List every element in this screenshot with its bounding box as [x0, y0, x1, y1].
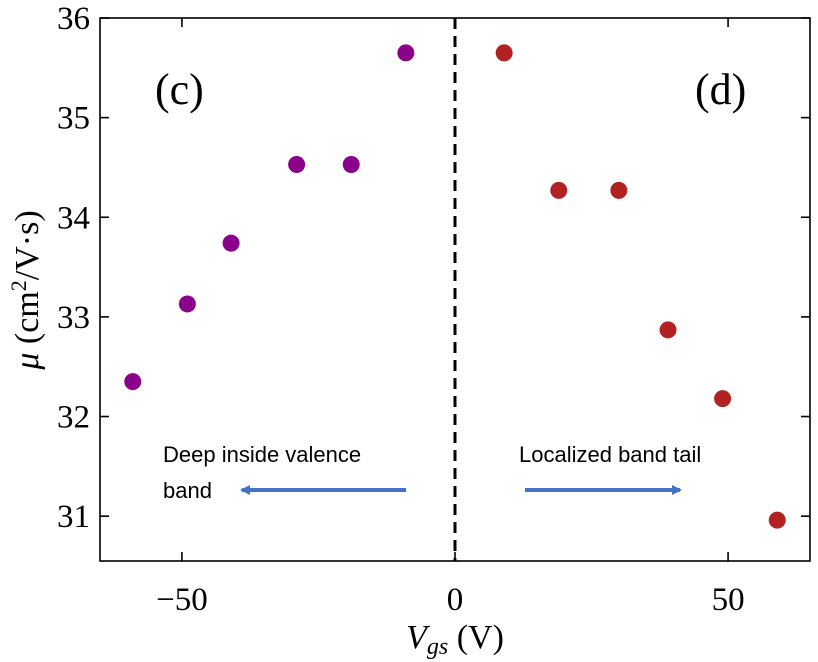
panel-label-c: (c) [155, 65, 204, 114]
y-tick-label: 32 [57, 400, 90, 436]
annotation-right-line1: Localized band tail [519, 442, 701, 467]
data-point-d [659, 321, 677, 339]
data-point-d [768, 511, 786, 529]
y-tick-label: 33 [57, 300, 90, 336]
y-tick-label: 34 [57, 200, 90, 236]
panel-label-d: (d) [695, 65, 746, 114]
data-point-d [550, 181, 568, 199]
x-tick-label: 0 [447, 582, 464, 618]
annotation-left-line2: band [163, 478, 212, 503]
data-points [124, 44, 786, 529]
tick-labels: −50 0 50 31 32 33 34 35 36 [57, 1, 745, 618]
data-point-d [610, 181, 628, 199]
data-point-c [178, 295, 196, 313]
y-tick-label: 35 [57, 101, 90, 137]
data-point-c [124, 373, 142, 391]
y-tick-label: 31 [57, 499, 90, 535]
x-tick-label: −50 [156, 582, 208, 618]
data-point-d [495, 44, 513, 62]
data-point-c [288, 155, 306, 173]
data-point-c [222, 234, 240, 252]
x-axis-label: Vgs (V) [406, 619, 504, 660]
data-point-c [397, 44, 415, 62]
data-point-d [714, 390, 732, 408]
data-point-c [342, 155, 360, 173]
y-tick-label: 36 [57, 1, 90, 37]
y-axis-label: μ (cm2/V·s) [6, 210, 46, 370]
x-tick-label: 50 [712, 582, 745, 618]
annotation-left-line1: Deep inside valence [163, 442, 361, 467]
